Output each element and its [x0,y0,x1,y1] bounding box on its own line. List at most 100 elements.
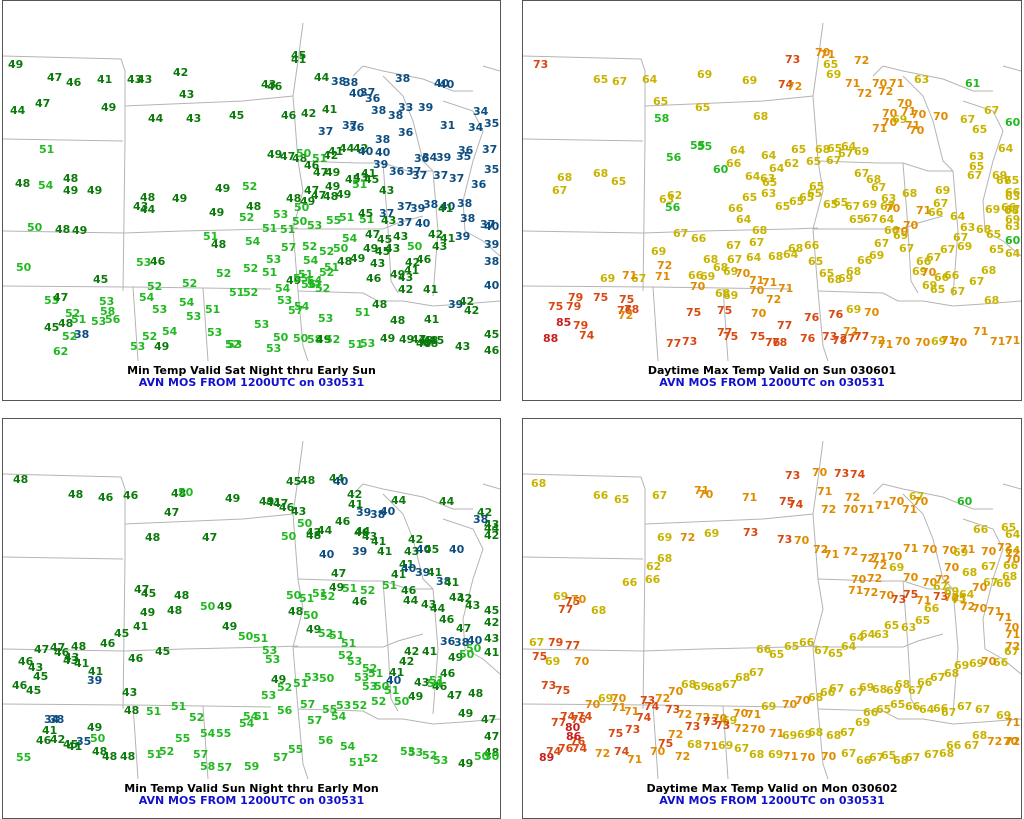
station-temp: 72 [734,722,749,735]
station-temp: 53 [360,337,375,350]
station-temp: 41 [322,103,337,116]
station-temp: 55 [293,272,308,285]
station-temp: 73 [541,679,556,692]
station-temp: 70 [712,712,728,725]
station-temp: 48 [71,640,86,653]
station-temp: 43 [484,518,499,531]
station-temp: 65 [593,73,608,86]
station-temp: 65 [823,198,838,211]
station-temp: 54 [243,710,259,723]
station-temp: 54 [294,300,310,313]
panel-title: Min Temp Valid Sun Night thru Early Mon [124,782,379,795]
station-temp: 34 [468,121,484,134]
station-temp: 80 [565,721,581,734]
station-temp: 49 [225,492,240,505]
station-temp: 63 [1005,220,1020,233]
station-temp: 64 [1005,528,1021,541]
station-temp: 66 [857,254,873,267]
station-temp: 72 [595,747,610,760]
station-temp: 65 [827,142,842,155]
station-temp: 51 [384,684,399,697]
station-temp: 53 [307,219,322,232]
station-temp: 64 [950,210,966,223]
station-temp: 56 [277,704,293,717]
station-temp: 37 [449,172,464,185]
station-temp: 66 [933,702,949,715]
station-temp: 45 [424,543,439,556]
station-temp: 43 [455,340,470,353]
station-temp: 77 [717,326,732,339]
station-temp: 72 [863,586,878,599]
station-temp: 36 [458,144,474,157]
station-temp: 50 [319,672,335,685]
station-temp: 71 [1005,716,1020,729]
station-temp: 49 [390,268,405,281]
station-temp: 71 [746,708,761,721]
station-temp: 69 [922,279,937,292]
station-temp: 68 [815,143,830,156]
station-temp: 70 [782,698,798,711]
station-temp: 60 [1005,234,1021,247]
station-temp: 67 [950,285,965,298]
station-temp: 71 [905,119,920,132]
station-temp: 50 [466,642,482,655]
station-temp: 41 [361,167,376,180]
station-temp: 67 [969,275,984,288]
station-temp: 52 [371,695,386,708]
station-temp: 69 [693,680,708,693]
station-temp: 72 [997,541,1012,554]
station-temp: 47 [484,730,499,743]
station-temp: 66 [917,676,933,689]
station-temp: 48 [124,704,139,717]
station-temp: 65 [969,160,984,173]
station-map: 68 66 65 67 71 70 71 73 75 74 70 73 74 71 72 72 70 71 71 70… [523,419,1021,779]
station-temp: 70 [733,707,749,720]
station-temp: 67 [749,666,764,679]
station-temp: 75 [750,330,765,343]
station-temp: 76 [800,332,816,345]
station-temp: 69 [700,270,715,283]
station-temp: 49 [217,600,232,613]
station-temp: 71 [973,325,988,338]
station-temp: 66 [593,489,609,502]
station-temp: 85 [556,316,571,329]
station-temp: 73 [891,593,906,606]
station-temp: 47 [273,497,288,510]
station-temp: 66 [1003,559,1019,572]
station-temp: 48 [306,529,321,542]
station-temp: 45 [141,587,156,600]
station-temp: 68 [707,681,722,694]
station-temp: 68 [902,187,917,200]
station-temp: 69 [846,303,861,316]
station-temp: 39 [356,506,371,519]
station-map: 49 47 46 41 47 44 49 51 48 54 48 49 49 42 43 43 43 44 43 45… [3,1,500,361]
station-temp: 65 [769,648,784,661]
station-temp: 69 [553,590,568,603]
station-temp: 68 [826,729,841,742]
station-temp: 65 [614,493,629,506]
station-temp: 70 [981,545,997,558]
station-temp: 70 [972,581,988,594]
station-temp: 75 [565,595,580,608]
station-temp: 71 [817,485,832,498]
station-temp: 41 [438,202,453,215]
station-temp: 49 [63,184,78,197]
station-temp: 78 [624,303,639,316]
station-temp: 57 [281,241,296,254]
station-temp: 45 [93,273,108,286]
station-temp: 67 [996,174,1011,187]
station-temp: 52 [320,590,335,603]
station-temp: 65 [1001,521,1016,534]
station-temp: 50 [296,147,312,160]
station-temp: 70 [922,543,938,556]
state-borders [3,440,500,779]
station-temp: 48 [15,177,30,190]
station-temp: 53 [152,303,167,316]
station-temp: 51 [359,213,374,226]
station-temp: 44 [314,71,330,84]
station-temp: 46 [416,253,432,266]
station-temp: 53 [400,745,415,758]
station-temp: 67 [933,197,948,210]
station-temp: 51 [329,629,344,642]
station-temp: 71 [901,105,916,118]
